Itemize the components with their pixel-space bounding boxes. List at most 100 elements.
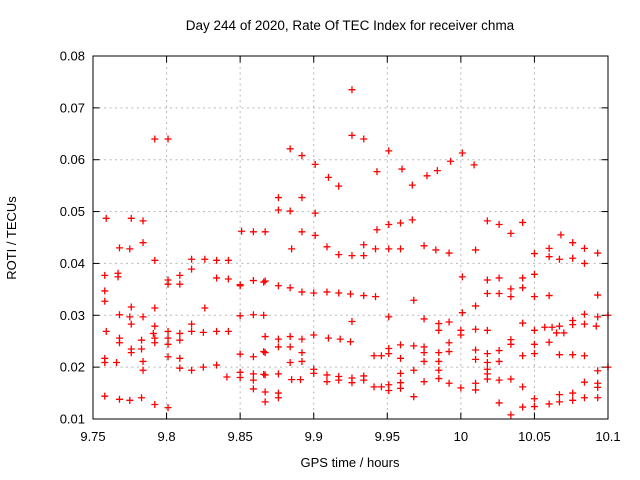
data-point [445, 339, 453, 347]
data-point [310, 331, 318, 339]
data-point [286, 358, 294, 366]
data-point [397, 354, 405, 362]
data-point [151, 400, 159, 408]
data-point [507, 229, 515, 237]
data-point [176, 329, 184, 337]
data-point [495, 347, 503, 355]
data-point [249, 385, 257, 393]
data-point [397, 341, 405, 349]
data-point [569, 239, 577, 247]
data-point [298, 335, 306, 343]
data-point [348, 318, 356, 326]
data-point [594, 291, 602, 299]
data-point [286, 343, 294, 351]
axis-ticks [92, 55, 609, 420]
data-point [261, 371, 269, 379]
data-point [298, 288, 306, 296]
data-point [557, 231, 565, 239]
data-point [555, 398, 563, 406]
data-point [385, 350, 393, 358]
data-point [274, 343, 282, 351]
data-point [435, 357, 443, 365]
data-point [274, 394, 282, 402]
data-point [495, 290, 503, 298]
data-point [420, 378, 428, 386]
data-point [201, 255, 209, 263]
data-point [236, 282, 244, 290]
data-point [298, 357, 306, 365]
data-point [530, 403, 538, 411]
data-point [360, 241, 368, 249]
data-point [397, 369, 405, 377]
data-point [377, 352, 385, 360]
data-point [373, 226, 381, 234]
data-point [519, 403, 527, 411]
data-point [545, 400, 553, 408]
chart-title: Day 244 of 2020, Rate Of TEC Index for r… [186, 18, 515, 33]
data-point [397, 219, 405, 227]
grid-lines [93, 56, 608, 419]
data-point [127, 349, 135, 357]
data-point [458, 309, 466, 317]
data-point [569, 254, 577, 262]
data-point [164, 135, 172, 143]
plot-border [92, 55, 609, 420]
data-point [370, 352, 378, 360]
data-point [224, 327, 232, 335]
x-tick-label: 9.75 [80, 429, 105, 444]
data-point [569, 321, 577, 329]
data-point [435, 366, 443, 374]
data-point [580, 394, 588, 402]
data-point [530, 293, 538, 301]
data-point [410, 342, 418, 350]
data-point [545, 338, 553, 346]
x-tick-label: 9.9 [305, 429, 323, 444]
data-point [594, 313, 602, 321]
data-point [213, 327, 221, 335]
data-point [139, 357, 147, 365]
data-point [115, 311, 123, 319]
data-point [260, 278, 268, 286]
data-point [249, 376, 257, 384]
data-point [176, 354, 184, 362]
data-point [296, 376, 304, 384]
data-point [545, 244, 553, 252]
data-point [151, 256, 159, 264]
data-point [126, 245, 134, 253]
y-tick-label: 0.02 [60, 360, 85, 375]
data-point [335, 376, 343, 384]
data-point [213, 361, 221, 369]
data-point [348, 86, 356, 94]
data-point [507, 375, 515, 383]
data-point [507, 340, 515, 348]
data-point [101, 358, 109, 366]
data-point [360, 135, 368, 143]
data-point [336, 335, 344, 343]
data-point [138, 345, 146, 353]
data-point [274, 282, 282, 290]
data-point [420, 242, 428, 250]
data-point [101, 271, 109, 279]
data-point [472, 346, 480, 354]
data-point [360, 252, 368, 260]
data-point [249, 370, 257, 378]
data-point [199, 363, 207, 371]
data-point [519, 383, 527, 391]
data-point [151, 304, 159, 312]
data-point [139, 217, 147, 225]
data-point [164, 404, 172, 412]
data-point [398, 165, 406, 173]
data-point [114, 273, 122, 281]
data-point [323, 371, 331, 379]
data-point [569, 389, 577, 397]
data-point [139, 366, 147, 374]
data-point [530, 350, 538, 358]
data-point [372, 245, 380, 253]
data-point [370, 383, 378, 391]
data-point [420, 357, 428, 365]
data-point [249, 353, 257, 361]
data-point [348, 252, 356, 260]
data-point [592, 322, 600, 330]
data-point [530, 250, 538, 258]
data-point [288, 376, 296, 384]
